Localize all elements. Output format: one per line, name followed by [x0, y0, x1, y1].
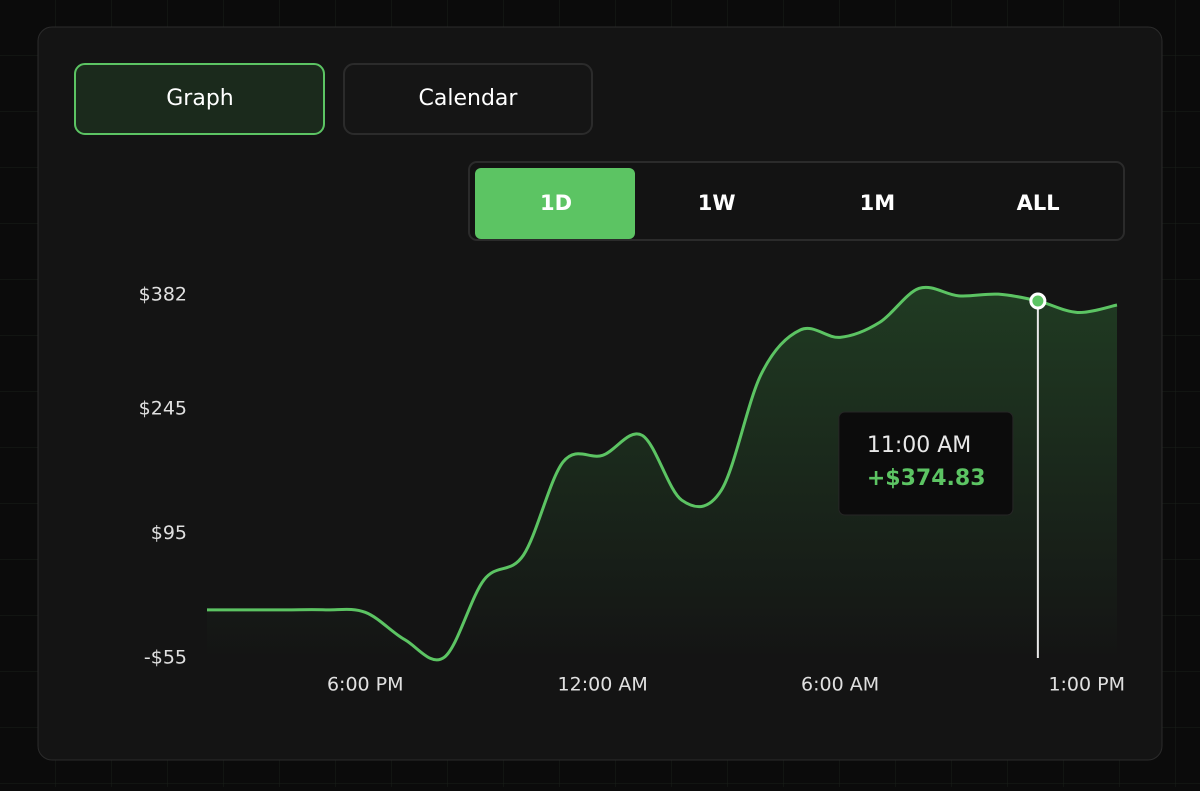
point: [1029, 292, 1047, 310]
range-label[interactable]: 1W: [698, 191, 736, 215]
y-tick-label: -$55: [144, 647, 187, 669]
x-tick-label: 1:00 PM: [1048, 674, 1125, 696]
y-tick-label: $382: [139, 284, 187, 306]
tab-label: Calendar: [419, 86, 519, 111]
tab-label: Graph: [166, 86, 233, 111]
x-tick-label: 6:00 PM: [327, 674, 404, 696]
y-tick-label: $245: [139, 397, 187, 419]
x-tick-label: 6:00 AM: [801, 674, 879, 696]
range-active[interactable]: [475, 168, 635, 239]
tab-calendar[interactable]: [343, 63, 593, 135]
range-label[interactable]: ALL: [1017, 191, 1060, 215]
x-tick-label: 12:00 AM: [558, 674, 648, 696]
tooltip: [838, 411, 1014, 516]
tooltip-value: +$374.83: [867, 466, 986, 491]
y-tick-label: $95: [151, 522, 187, 544]
range-label[interactable]: 1M: [860, 191, 896, 215]
tab-graph[interactable]: [74, 63, 325, 135]
range-label[interactable]: 1D: [540, 191, 572, 215]
line: [207, 285, 1118, 662]
area: [207, 287, 1117, 660]
tooltip-time: 11:00 AM: [867, 433, 971, 458]
